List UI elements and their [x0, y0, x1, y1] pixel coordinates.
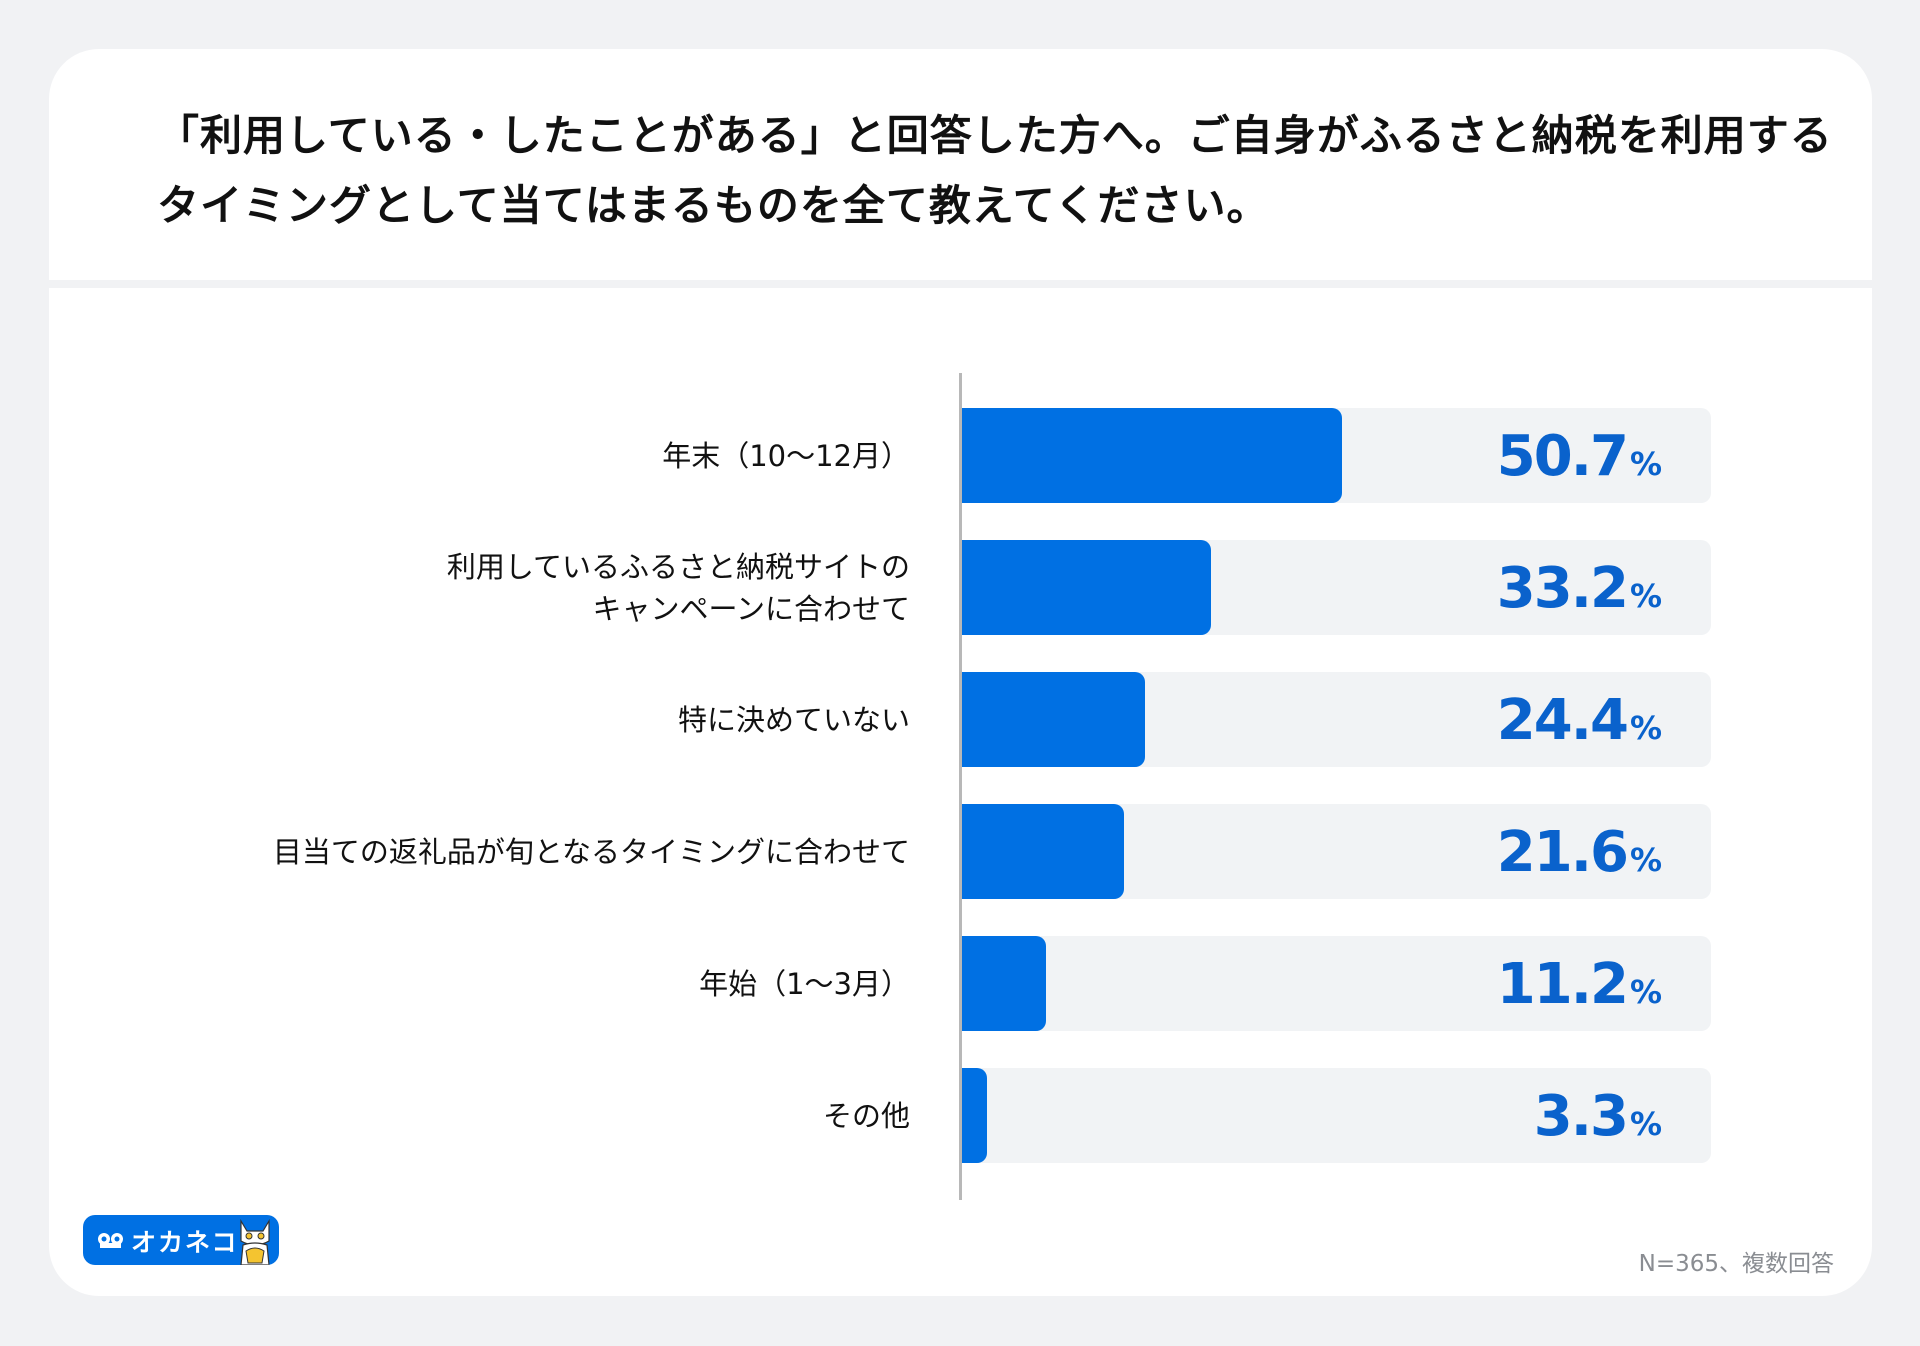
- bar-row: 年始（1〜3月） 11.2%: [49, 936, 1872, 1031]
- bar-row: 特に決めていない 24.4%: [49, 672, 1872, 767]
- category-label: 利用しているふるさと納税サイトの キャンペーンに合わせて: [446, 549, 910, 626]
- value-label: 33.2%: [1497, 554, 1662, 631]
- value-label: 11.2%: [1497, 950, 1662, 1027]
- sample-size-note: N=365、複数回答: [1638, 1251, 1834, 1277]
- percent-unit: %: [1629, 577, 1662, 615]
- okaneko-logo: オカネコ: [83, 1215, 279, 1265]
- bar-row: その他 3.3%: [49, 1068, 1872, 1163]
- category-label: その他: [822, 1098, 910, 1133]
- logo-mark-icon: [98, 1233, 123, 1248]
- value-number: 3.3: [1533, 1084, 1629, 1149]
- bar-row: 目当ての返礼品が旬となるタイミングに合わせて 21.6%: [49, 804, 1872, 899]
- category-label: 年末（10〜12月）: [662, 438, 910, 473]
- value-number: 50.7: [1496, 424, 1629, 489]
- percent-unit: %: [1629, 841, 1662, 879]
- y-axis-line: [959, 373, 962, 1200]
- bar-track: [962, 672, 1711, 767]
- percent-unit: %: [1629, 709, 1662, 747]
- value-label: 50.7%: [1497, 422, 1662, 499]
- bar-track: [962, 408, 1711, 503]
- category-label: 年始（1〜3月）: [699, 966, 910, 1001]
- value-label: 24.4%: [1497, 686, 1662, 763]
- header-divider: [49, 280, 1872, 288]
- bar: [962, 408, 1342, 503]
- cat-mascot-icon: [240, 1218, 270, 1265]
- bar: [962, 672, 1145, 767]
- bar: [962, 540, 1211, 635]
- value-number: 33.2: [1496, 556, 1629, 621]
- bar: [962, 936, 1046, 1031]
- value-label: 3.3%: [1534, 1082, 1662, 1159]
- category-label: 目当ての返礼品が旬となるタイミングに合わせて: [272, 834, 910, 869]
- value-label: 21.6%: [1497, 818, 1662, 895]
- chart-card: 「利用している・したことがある」と回答した方へ。ご自身がふるさと納税を利用するタ…: [49, 49, 1872, 1296]
- value-number: 24.4: [1496, 688, 1629, 753]
- category-label: 特に決めていない: [677, 702, 910, 737]
- bar-row: 利用しているふるさと納税サイトの キャンペーンに合わせて 33.2%: [49, 540, 1872, 635]
- bar: [962, 1068, 987, 1163]
- value-number: 21.6: [1496, 820, 1629, 885]
- question-title: 「利用している・したことがある」と回答した方へ。ご自身がふるさと納税を利用するタ…: [157, 111, 1833, 230]
- bar-track: [962, 540, 1711, 635]
- percent-unit: %: [1629, 445, 1662, 483]
- value-number: 11.2: [1496, 952, 1629, 1017]
- bar-track: [962, 936, 1711, 1031]
- bar-track: [962, 804, 1711, 899]
- bar-track: [962, 1068, 1711, 1163]
- percent-unit: %: [1629, 973, 1662, 1011]
- logo-text: オカネコ: [131, 1228, 239, 1257]
- bar-row: 年末（10〜12月） 50.7%: [49, 408, 1872, 503]
- bar: [962, 804, 1124, 899]
- percent-unit: %: [1629, 1105, 1662, 1143]
